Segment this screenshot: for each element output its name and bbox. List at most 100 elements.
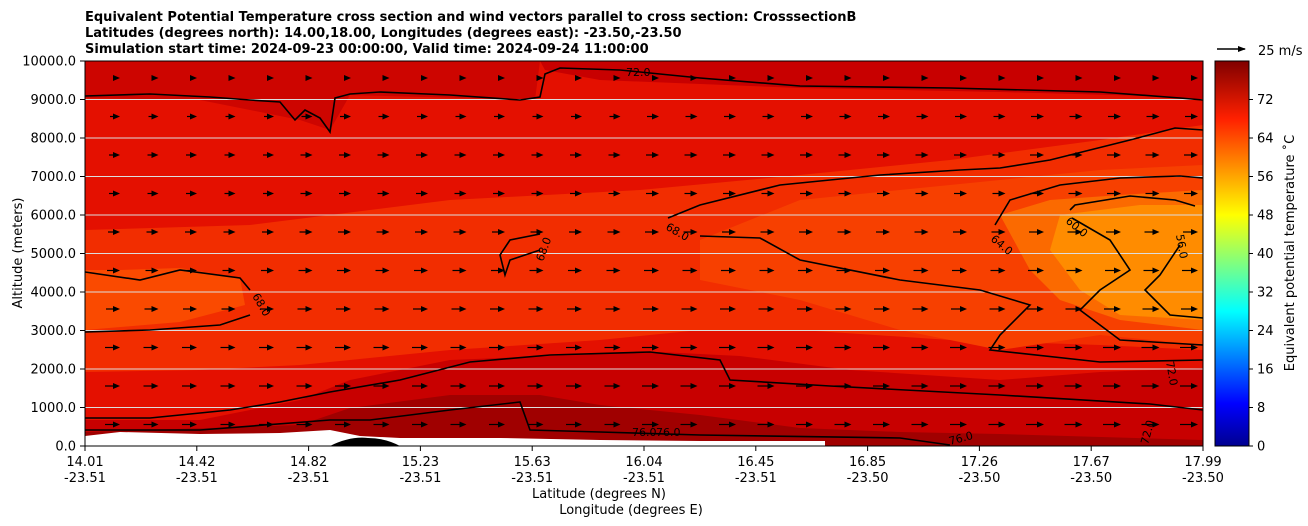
wind-arrow-head (998, 229, 1006, 235)
wind-arrow-head (690, 344, 698, 351)
wind-arrow (416, 152, 428, 158)
wind-arrow (105, 421, 120, 428)
wind-arrow-head (1152, 344, 1160, 351)
wind-arrow-head (151, 75, 159, 81)
wind-arrow (723, 190, 736, 197)
wind-arrow (375, 267, 390, 274)
wind-arrow-head (151, 267, 159, 274)
wind-arrow (839, 113, 852, 120)
wind-arrow (528, 306, 544, 312)
wind-arrow-head (151, 229, 159, 235)
wind-arrow-head (883, 421, 890, 428)
wind-arrow (883, 75, 890, 81)
colorbar-tick-label: 16 (1257, 363, 1274, 378)
wind-arrow (296, 421, 313, 428)
wind-arrow (1066, 267, 1083, 274)
wind-arrow (571, 113, 582, 120)
wind-arrow (796, 383, 813, 389)
wind-arrow (1026, 421, 1044, 428)
wind-arrow (954, 190, 967, 197)
wind-arrow-head (382, 152, 390, 158)
wind-arrow (373, 383, 390, 389)
x-tick-label-longitude: -23.51 (399, 471, 441, 486)
wind-arrow (415, 229, 428, 235)
wind-arrow-head (921, 344, 929, 351)
wind-arrow (878, 113, 890, 120)
wind-arrow (305, 75, 313, 81)
wind-arrow (916, 113, 929, 120)
wind-arrow (144, 306, 159, 312)
wind-arrow (680, 383, 698, 389)
x-tick-label-latitude: 14.82 (290, 455, 327, 470)
wind-arrow-head (382, 344, 390, 351)
wind-arrow-head (151, 344, 159, 351)
wind-arrow-head (228, 152, 236, 158)
wind-arrow-head (575, 113, 582, 120)
wind-arrow (459, 75, 467, 81)
colorbar-tick-label: 8 (1257, 401, 1265, 416)
x-axis: 14.01-23.5114.42-23.5114.82-23.5115.23-2… (64, 446, 1224, 486)
wind-arrow-head (190, 190, 197, 197)
wind-arrow (950, 421, 967, 428)
wind-arrow-head (1075, 113, 1083, 120)
left-blob (85, 268, 245, 330)
wind-arrow-head (382, 229, 390, 235)
wind-arrow-head (344, 421, 351, 428)
wind-arrow-head (1191, 229, 1198, 235)
wind-arrow-head (729, 306, 736, 312)
wind-arrow-head (767, 267, 775, 274)
wind-arrow-head (305, 421, 313, 428)
wind-arrow-head (1114, 190, 1121, 197)
wind-arrow-head (1114, 267, 1121, 274)
wind-arrow (146, 229, 159, 235)
wind-arrow (300, 190, 313, 197)
chart-title: Equivalent Potential Temperature cross s… (85, 10, 856, 57)
wind-arrow-head (151, 152, 159, 158)
wind-arrow-head (613, 190, 621, 197)
wind-arrow-head (1037, 306, 1044, 312)
wind-arrow (297, 306, 313, 312)
wind-arrow (536, 75, 544, 81)
wind-arrow-head (536, 306, 544, 312)
wind-arrow (228, 75, 236, 81)
x-axis-label-longitude: Longitude (degrees E) (559, 503, 703, 518)
wind-arrow-head (382, 421, 390, 428)
x-tick-label-longitude: -23.50 (1182, 471, 1224, 486)
wind-arrow-head (1037, 190, 1044, 197)
wind-arrow-head (305, 267, 313, 274)
wind-arrow-head (767, 383, 775, 389)
wind-arrow (606, 267, 621, 274)
wind-arrow (339, 152, 351, 158)
wind-arrow-head (1114, 152, 1121, 158)
wind-arrow (767, 75, 775, 81)
wind-arrow-head (113, 152, 120, 158)
wind-arrow-head (652, 152, 659, 158)
wind-arrow-head (960, 421, 967, 428)
wind-arrow-head (729, 75, 736, 81)
wind-arrow (719, 421, 736, 428)
wind-arrow (835, 306, 852, 312)
wind-arrow-head (228, 75, 236, 81)
wind-arrow-head (228, 113, 236, 120)
wind-arrow-head (806, 421, 813, 428)
wind-arrow-head (459, 75, 467, 81)
wind-arrow (183, 306, 197, 312)
wind-arrow (911, 383, 929, 389)
wind-arrow-head (806, 190, 813, 197)
wind-arrow (642, 421, 659, 428)
wind-arrow-head (844, 383, 852, 389)
wind-arrow-head (806, 344, 813, 351)
wind-arrow-head (690, 306, 698, 312)
wind-arrow-head (613, 113, 621, 120)
wind-arrow (220, 421, 236, 428)
wind-arrow-head (652, 421, 659, 428)
wind-arrow (684, 190, 698, 197)
wind-arrow-head (613, 267, 621, 274)
wind-arrow-head (536, 383, 544, 389)
wind-arrow-head (998, 75, 1006, 81)
wind-arrow-head (421, 190, 428, 197)
wind-arrow-head (190, 421, 197, 428)
wind-arrow (450, 421, 467, 428)
wind-arrow-head (844, 229, 852, 235)
wind-arrow (642, 383, 659, 389)
